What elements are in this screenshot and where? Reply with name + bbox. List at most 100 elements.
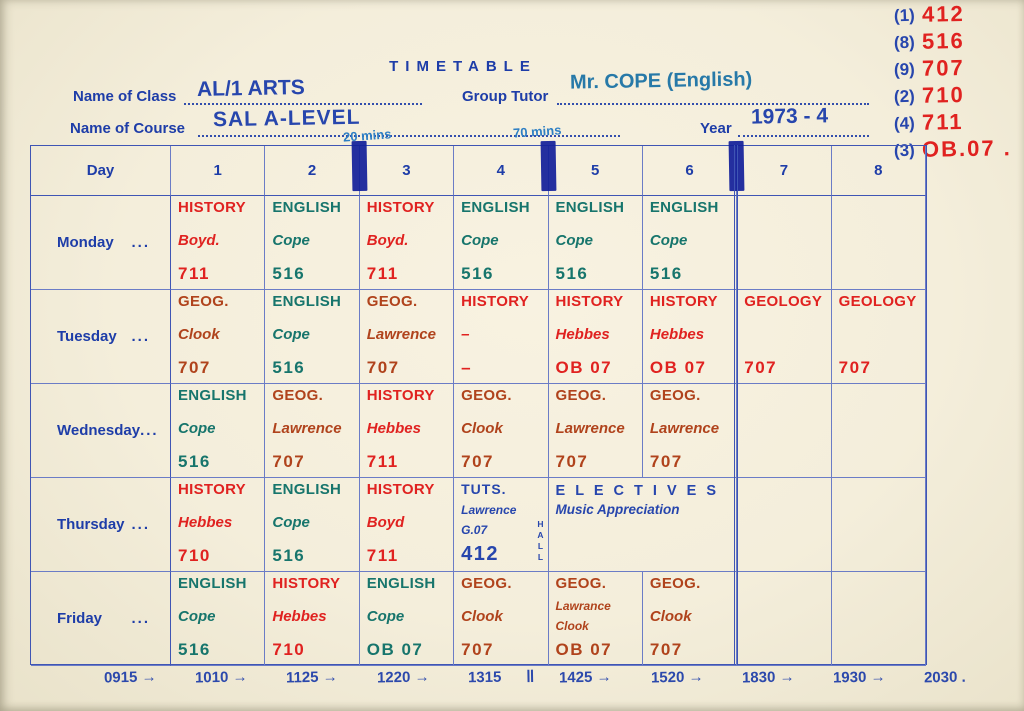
cell-teacher: Cope	[366, 607, 405, 625]
cell-teacher: Lawrence	[555, 419, 625, 437]
cell-room: 711	[366, 264, 399, 283]
column-header-period: 7	[737, 146, 832, 196]
cell-room: OB 07	[366, 640, 424, 659]
cell-subject: E L E C T I V E S	[555, 483, 720, 499]
timetable-cell: ENGLISH Cope 516	[454, 196, 549, 290]
cell-teacher: Boyd	[366, 513, 405, 531]
room-key-number: (2)	[894, 86, 916, 107]
cell-room: 710	[178, 546, 211, 565]
cell-subject: GEOG.	[555, 387, 607, 404]
day-name: Thursday	[57, 516, 125, 533]
cell-room: 707	[744, 358, 778, 377]
room-key-room: 711	[921, 109, 964, 135]
column-header-period: 3	[359, 146, 455, 196]
day-dots: ...	[131, 516, 150, 533]
timetable-cell: HISTORY Boyd 711	[359, 478, 455, 572]
year-value: 1973 - 4	[750, 104, 829, 129]
timetable-cell: ENGLISH Cope OB 07	[359, 572, 455, 666]
year-label: Year	[700, 120, 732, 137]
session-divider-mark	[540, 140, 557, 192]
year-dotted-line	[738, 135, 869, 137]
cell-teacher: Hebbes	[366, 419, 421, 437]
timetable-cell: HISTORY Hebbes OB 07	[642, 290, 738, 384]
cell-subject: ENGLISH	[272, 481, 342, 498]
cell-subject: HISTORY	[555, 293, 624, 310]
cell-room: 710	[272, 640, 306, 659]
timetable-cell: GEOG. Clook 707	[454, 572, 549, 666]
cell-subject: TUTS.	[461, 481, 507, 497]
cell-subject: ENGLISH	[178, 575, 247, 592]
timetable-cell	[831, 478, 926, 572]
cell-teacher: Lawrence	[461, 503, 517, 517]
time-label: 1425 →	[559, 668, 613, 687]
column-header-period: 2	[265, 146, 360, 196]
day-dots: ...	[131, 234, 150, 251]
timetable-cell: HISTORY Hebbes 710	[265, 572, 360, 666]
cell-room: 516	[272, 264, 306, 283]
time-label: 1930 →	[832, 668, 886, 687]
cell-teacher: Clook	[178, 325, 220, 343]
cell-subject: GEOG.	[461, 387, 512, 404]
cell-room: 707	[366, 358, 400, 377]
cell-room: 707	[178, 358, 211, 377]
timetable-cell: GEOLOGY 707	[831, 290, 926, 384]
session-divider-line	[734, 145, 738, 665]
page-title: TIMETABLE	[389, 58, 537, 75]
cell-teacher: Lawrance	[555, 598, 611, 613]
room-key-number: (4)	[894, 113, 916, 134]
timetable-cell: GEOG. Clook 707	[171, 290, 266, 384]
group-tutor-label: Group Tutor	[462, 88, 549, 105]
cell-room: –	[461, 358, 473, 377]
timetable-cell: ENGLISH Cope 516	[265, 478, 360, 572]
timetable-cell: HISTORY Boyd. 711	[171, 196, 266, 290]
cell-room: 707	[649, 640, 683, 659]
cell-subject: HISTORY	[178, 481, 246, 498]
column-header-period: 8	[831, 146, 926, 196]
cell-subject: GEOG.	[649, 575, 701, 592]
room-key-number: (8)	[894, 32, 916, 53]
cell-room: 711	[178, 264, 210, 283]
cell-subject: GEOG.	[649, 387, 701, 404]
room-key-room: 710	[921, 82, 966, 108]
cell-subject: GEOG.	[555, 575, 607, 592]
column-header-day: Day	[31, 146, 171, 196]
timetable-cell: ENGLISH Cope 516	[171, 572, 266, 666]
time-label: 0915 →	[103, 668, 157, 687]
cell-teacher: Clook	[555, 619, 589, 634]
column-header-period: 1	[171, 146, 266, 196]
course-label: Name of Course	[70, 120, 186, 137]
timetable-cell: HISTORY Boyd. 711	[359, 196, 455, 290]
cell-teacher: Cope	[461, 231, 499, 249]
cell-teacher: Cope	[178, 419, 216, 437]
cell-subject: HISTORY	[366, 387, 435, 404]
timetable-grid: Day 1 2 3 4 5 6 7 8 Monday... HISTORY Boyd. 711 ENGLI…	[30, 145, 927, 666]
room-key-room: 707	[921, 55, 966, 81]
day-label-cell: Wednesday...	[31, 384, 171, 478]
timetable-cell	[737, 572, 832, 666]
group-tutor-dotted-line	[557, 103, 869, 105]
cell-room: 516	[272, 546, 306, 565]
time-label: 1125 →	[286, 668, 339, 687]
room-key-room: OB.07 .	[921, 135, 1013, 162]
timetable-cell	[737, 384, 832, 478]
timetable-cell: GEOG. Lawrence 707	[359, 290, 455, 384]
cell-teacher: –	[461, 325, 470, 343]
timetable-cell: ENGLISH Cope 516	[642, 196, 738, 290]
hall-side-note: HALL	[535, 519, 546, 563]
class-dotted-line	[184, 103, 422, 105]
cell-room: 516	[272, 358, 306, 377]
timetable-cell	[831, 196, 926, 290]
cell-subject: GEOG.	[461, 575, 512, 592]
cell-teacher: Hebbes	[649, 325, 705, 343]
timetable-cell: GEOG. Lawrance Clook OB 07	[548, 572, 643, 666]
room-key-number: (1)	[894, 5, 916, 26]
timetable-cell: HISTORY Hebbes 710	[171, 478, 266, 572]
timetable-cell	[831, 572, 926, 666]
cell-teacher: Hebbes	[555, 325, 610, 343]
day-name: Friday	[57, 610, 103, 627]
timetable-cell: E L E C T I V E S Music Appreciation	[548, 478, 738, 572]
cell-teacher: Cope	[272, 325, 310, 343]
day-label-cell: Friday...	[31, 572, 171, 666]
group-tutor-value: Mr. COPE (English)	[569, 68, 753, 94]
timetable-cell: GEOG. Clook 707	[642, 572, 738, 666]
